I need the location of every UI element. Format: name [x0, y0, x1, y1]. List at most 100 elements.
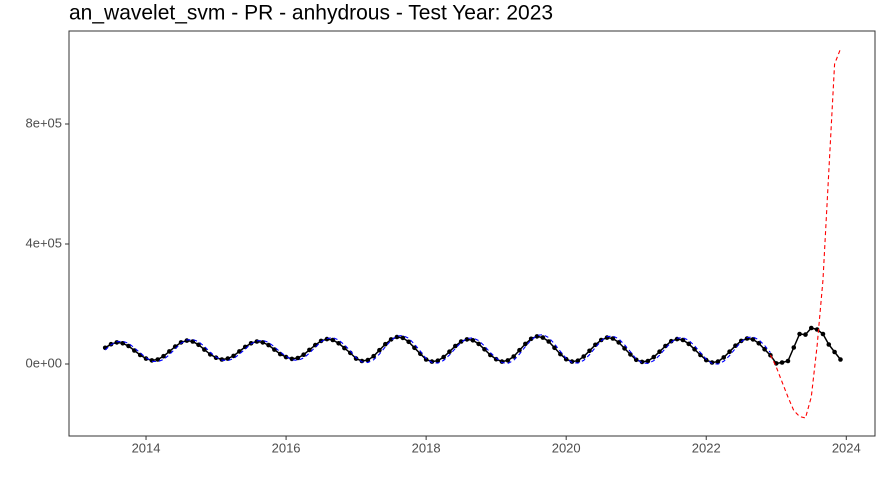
- chart-title: an_wavelet_svm - PR - anhydrous - Test Y…: [69, 2, 553, 25]
- data-point: [167, 349, 172, 354]
- data-point: [161, 353, 166, 359]
- x-tick-label: 2024: [832, 440, 861, 455]
- y-tick-label: 0e+00: [25, 355, 62, 370]
- data-point: [318, 338, 324, 344]
- data-point: [307, 347, 312, 353]
- data-point: [406, 339, 411, 345]
- data-point: [476, 341, 481, 347]
- x-tick-label: 2014: [132, 440, 161, 455]
- x-tick-label: 2020: [552, 440, 581, 455]
- data-point: [832, 349, 837, 355]
- data-point: [552, 345, 557, 351]
- data-point: [826, 342, 832, 347]
- data-point: [447, 349, 452, 355]
- data-point: [482, 347, 487, 352]
- data-point: [785, 358, 791, 364]
- data-point: [622, 346, 627, 351]
- data-point: [383, 341, 388, 347]
- x-tick-label: 2022: [692, 440, 721, 455]
- data-point: [546, 339, 551, 344]
- data-point: [149, 358, 155, 363]
- data-point: [616, 340, 622, 345]
- data-point: [266, 342, 271, 348]
- data-point: [756, 341, 762, 346]
- data-point: [453, 343, 458, 349]
- data-point: [412, 345, 417, 351]
- series-line: [769, 48, 841, 419]
- data-point: [283, 354, 289, 360]
- x-tick-label: 2018: [412, 440, 441, 455]
- data-point: [330, 337, 336, 343]
- data-point: [803, 332, 808, 337]
- data-point: [686, 341, 692, 347]
- data-point: [377, 347, 382, 353]
- data-point: [137, 352, 143, 358]
- data-point: [610, 336, 616, 341]
- data-point: [651, 354, 657, 360]
- data-point: [429, 359, 435, 364]
- data-point: [540, 335, 546, 340]
- data-point: [528, 336, 534, 342]
- data-point: [365, 357, 371, 363]
- data-point: [336, 341, 341, 346]
- data-point: [587, 348, 592, 354]
- data-point: [721, 355, 727, 360]
- data-point: [808, 325, 814, 331]
- data-point: [709, 360, 715, 365]
- data-point: [598, 337, 604, 343]
- data-point: [324, 336, 330, 342]
- data-point: [820, 331, 826, 337]
- data-point: [791, 345, 797, 350]
- data-point: [779, 360, 785, 365]
- data-point: [464, 337, 470, 342]
- data-point: [762, 347, 767, 352]
- data-point: [838, 357, 843, 362]
- data-point: [628, 352, 633, 357]
- data-point: [523, 341, 528, 347]
- data-point: [196, 342, 201, 348]
- data-point: [645, 358, 651, 364]
- panel-border: [68, 30, 876, 437]
- data-point: [423, 357, 429, 362]
- data-point: [511, 354, 516, 359]
- data-point: [114, 340, 120, 345]
- x-tick-label: 2016: [272, 440, 301, 455]
- data-point: [563, 356, 569, 362]
- data-point: [738, 338, 744, 344]
- data-point: [692, 347, 697, 352]
- data-point: [750, 337, 756, 342]
- data-point: [680, 337, 686, 343]
- data-point: [143, 356, 149, 361]
- y-tick-label: 4e+05: [25, 235, 62, 250]
- data-point: [470, 338, 476, 343]
- data-point: [517, 347, 522, 353]
- data-point: [254, 339, 260, 344]
- data-point: [441, 354, 446, 360]
- data-point: [178, 340, 184, 345]
- data-point: [505, 358, 511, 363]
- y-tick-label: 8e+05: [25, 115, 62, 130]
- data-point: [797, 331, 802, 337]
- data-point: [581, 354, 586, 359]
- data-point: [353, 356, 359, 361]
- data-point: [388, 337, 394, 342]
- data-point: [301, 352, 306, 358]
- data-point: [727, 349, 732, 355]
- data-point: [342, 345, 347, 351]
- data-point: [458, 339, 464, 344]
- data-point: [639, 359, 645, 365]
- data-point: [715, 359, 721, 364]
- series-line: [104, 334, 771, 365]
- data-point: [202, 347, 207, 352]
- data-point: [493, 356, 499, 362]
- data-point: [295, 355, 301, 361]
- data-point: [703, 357, 709, 363]
- data-point: [668, 338, 674, 344]
- data-point: [575, 358, 581, 364]
- data-point: [633, 357, 639, 363]
- data-point: [569, 359, 575, 364]
- data-point: [371, 353, 376, 359]
- data-point: [400, 335, 406, 341]
